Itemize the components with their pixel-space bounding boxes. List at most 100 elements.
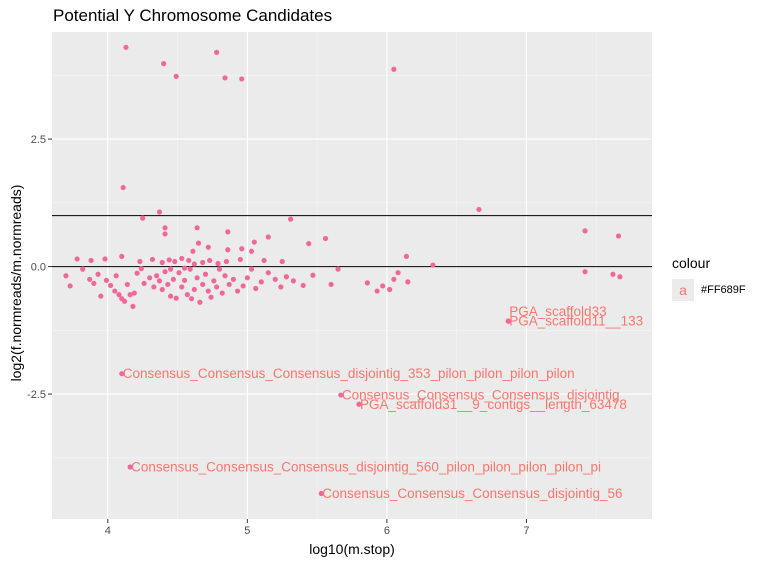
data-point xyxy=(216,266,223,272)
data-point xyxy=(237,256,243,263)
data-point xyxy=(200,281,206,288)
data-point xyxy=(156,278,163,284)
data-point xyxy=(123,44,129,50)
data-point xyxy=(248,248,255,254)
x-tick-label: 4 xyxy=(105,525,111,537)
data-point xyxy=(582,269,588,275)
data-point xyxy=(222,273,228,279)
data-point xyxy=(615,233,622,239)
panel-background xyxy=(52,32,652,519)
data-point xyxy=(335,266,341,272)
data-point xyxy=(356,401,362,407)
data-point xyxy=(161,61,167,67)
data-point xyxy=(88,257,94,264)
point-label: PGA_scaffold11__133 xyxy=(509,314,643,329)
data-point xyxy=(380,283,386,289)
data-point xyxy=(200,259,206,266)
data-point xyxy=(131,290,137,296)
data-point xyxy=(168,293,174,299)
data-point xyxy=(253,285,259,292)
data-point xyxy=(95,271,101,277)
data-point xyxy=(151,284,157,290)
data-point xyxy=(113,273,119,279)
point-label: PGA_scaffold33 xyxy=(509,304,606,319)
data-point xyxy=(582,228,588,234)
data-point xyxy=(197,299,203,305)
data-point xyxy=(103,277,110,283)
data-point xyxy=(112,288,118,294)
x-tick-label: 6 xyxy=(384,525,390,537)
data-point xyxy=(328,281,334,288)
data-point xyxy=(214,49,220,55)
data-point xyxy=(251,239,257,245)
data-point xyxy=(208,294,214,300)
data-point xyxy=(147,275,153,281)
data-point xyxy=(130,303,136,309)
data-point xyxy=(240,283,246,289)
data-point xyxy=(215,260,221,267)
data-point xyxy=(403,253,410,259)
data-point xyxy=(168,266,174,272)
data-point xyxy=(181,277,188,283)
data-point xyxy=(124,281,130,288)
data-point xyxy=(261,257,267,264)
data-point xyxy=(67,283,73,289)
data-point xyxy=(119,253,125,259)
data-point xyxy=(211,278,217,284)
data-point xyxy=(338,392,344,398)
data-point xyxy=(283,274,290,280)
data-point xyxy=(279,258,285,265)
data-point xyxy=(63,273,69,279)
data-point xyxy=(127,464,133,470)
data-point xyxy=(265,270,271,276)
data-point xyxy=(248,266,255,272)
data-point xyxy=(194,275,200,281)
x-axis-label: log10(m.stop) xyxy=(309,541,395,557)
data-point xyxy=(258,279,264,285)
data-point xyxy=(141,280,147,287)
data-point xyxy=(162,225,168,231)
data-point xyxy=(364,280,370,286)
legend-item: a #FF689F xyxy=(672,279,746,301)
data-point xyxy=(391,276,397,282)
data-point xyxy=(239,246,245,252)
data-point xyxy=(98,293,104,299)
data-point xyxy=(476,206,482,213)
data-point xyxy=(230,276,236,282)
data-point xyxy=(219,290,225,296)
data-point xyxy=(322,235,329,242)
data-point xyxy=(176,270,182,276)
legend-key-glyph: a xyxy=(679,282,687,298)
data-point xyxy=(159,286,165,293)
data-point xyxy=(186,257,192,264)
data-point xyxy=(207,257,213,264)
data-point xyxy=(610,271,616,277)
data-point xyxy=(290,278,296,284)
legend: colour a #FF689F xyxy=(672,255,746,301)
data-point xyxy=(234,288,241,294)
data-point xyxy=(127,292,133,298)
data-point xyxy=(184,292,190,298)
y-tick-label: 2.5 xyxy=(31,134,46,146)
data-point xyxy=(119,371,125,377)
point-label: Consensus_Consensus_Consensus_disjointig… xyxy=(322,486,622,501)
data-point xyxy=(154,273,160,279)
data-point xyxy=(74,256,80,262)
x-tick-label: 5 xyxy=(244,525,250,537)
data-point xyxy=(137,258,143,265)
data-point xyxy=(214,284,220,290)
legend-key: a xyxy=(672,279,694,301)
point-label: Consensus_Consensus_Consensus_disjointig xyxy=(342,388,620,403)
data-point xyxy=(310,272,316,278)
data-point xyxy=(387,286,393,293)
data-point xyxy=(191,261,197,267)
data-point xyxy=(191,286,197,293)
point-label: Consensus_Consensus_Consensus_disjointig… xyxy=(131,459,601,474)
chart-title: Potential Y Chromosome Candidates xyxy=(53,6,333,25)
data-point xyxy=(188,296,195,302)
data-point xyxy=(391,66,397,72)
data-point xyxy=(173,73,179,79)
y-tick-label: 0.0 xyxy=(31,262,46,274)
data-point xyxy=(405,279,411,285)
